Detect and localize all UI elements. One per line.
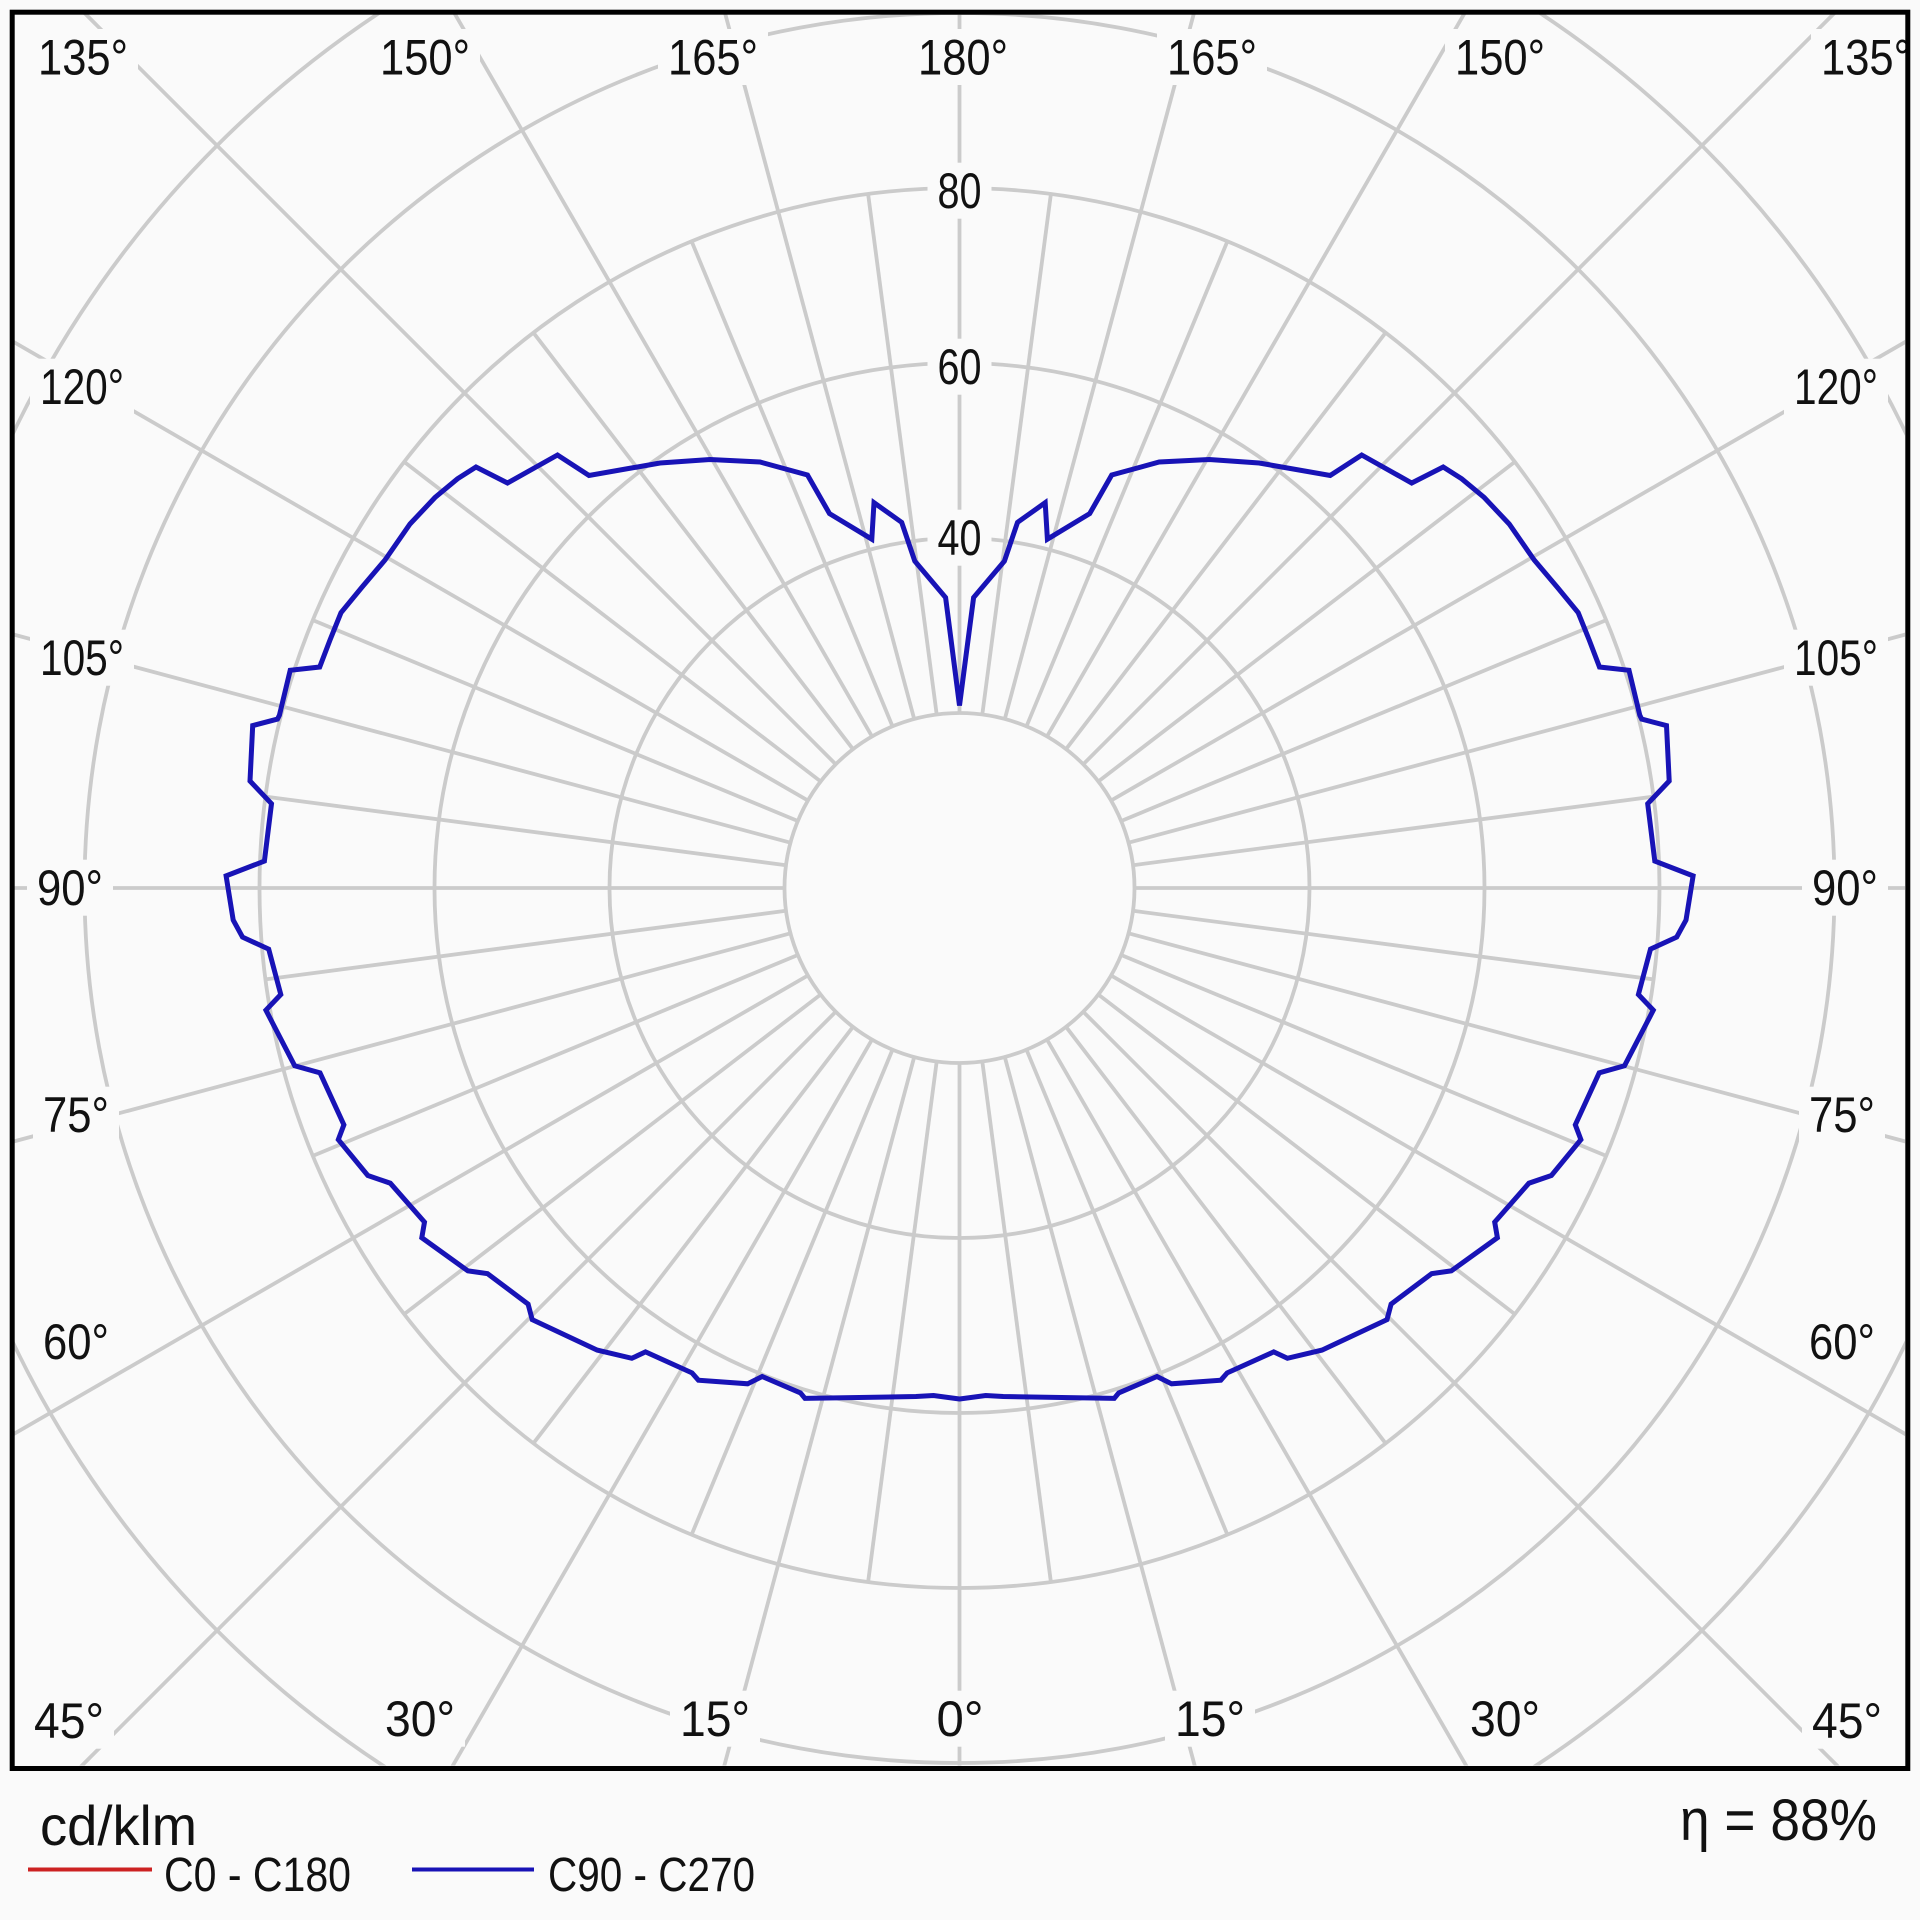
svg-text:165°: 165° — [668, 30, 758, 86]
svg-text:120°: 120° — [40, 359, 124, 415]
svg-text:60: 60 — [938, 339, 982, 395]
svg-text:165°: 165° — [1167, 30, 1257, 86]
svg-text:C0 - C180: C0 - C180 — [164, 1849, 351, 1902]
svg-text:45°: 45° — [1812, 1693, 1882, 1749]
svg-text:75°: 75° — [1809, 1087, 1875, 1143]
svg-text:180°: 180° — [918, 30, 1008, 86]
svg-text:90°: 90° — [1812, 860, 1878, 916]
svg-text:135°: 135° — [38, 30, 128, 86]
svg-text:cd/klm: cd/klm — [40, 1794, 197, 1857]
svg-text:105°: 105° — [1794, 630, 1878, 686]
svg-text:30°: 30° — [1470, 1691, 1540, 1747]
svg-text:60°: 60° — [1809, 1314, 1875, 1370]
svg-text:C90 - C270: C90 - C270 — [548, 1849, 755, 1902]
svg-text:120°: 120° — [1794, 359, 1878, 415]
svg-text:80: 80 — [938, 163, 982, 219]
svg-text:40: 40 — [938, 510, 982, 566]
svg-text:150°: 150° — [380, 30, 470, 86]
svg-text:15°: 15° — [1175, 1691, 1245, 1747]
svg-text:135°: 135° — [1821, 30, 1911, 86]
svg-text:0°: 0° — [937, 1691, 984, 1747]
svg-text:75°: 75° — [43, 1087, 109, 1143]
svg-text:30°: 30° — [385, 1691, 455, 1747]
svg-text:60°: 60° — [43, 1314, 109, 1370]
svg-text:η = 88%: η = 88% — [1680, 1788, 1877, 1853]
svg-text:150°: 150° — [1455, 30, 1545, 86]
svg-text:45°: 45° — [34, 1693, 104, 1749]
svg-text:105°: 105° — [40, 630, 124, 686]
svg-text:15°: 15° — [680, 1691, 750, 1747]
svg-text:90°: 90° — [37, 860, 103, 916]
